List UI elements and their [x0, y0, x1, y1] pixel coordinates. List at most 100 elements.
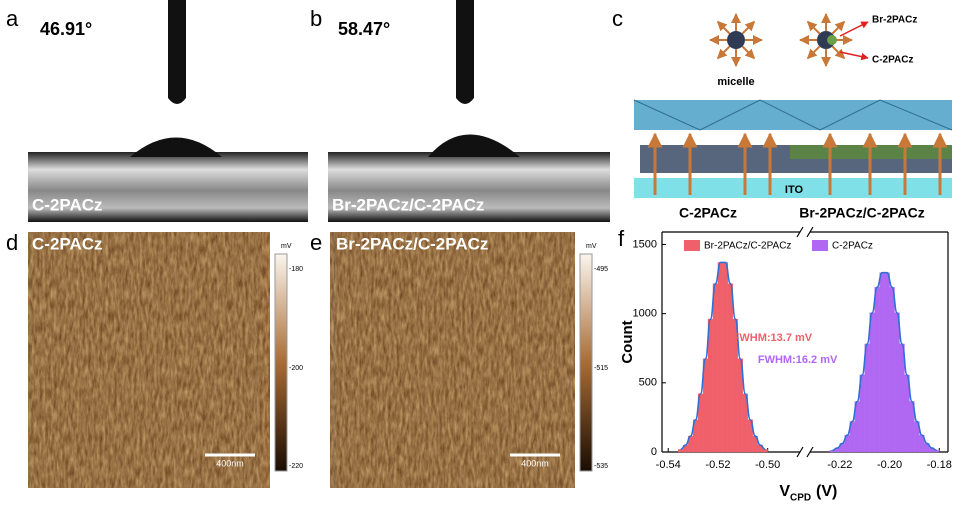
colorbar-label: -495 — [594, 266, 608, 273]
annotation: FWHM:16.2 mV — [758, 354, 838, 366]
legend-label: C-2PACz — [832, 241, 873, 252]
bar — [894, 312, 900, 453]
substrate — [328, 152, 610, 222]
carrier-arrows — [647, 132, 948, 195]
panel-f: f Count V CPD (V) 0 500 1000 1500 -0.54 -0.52… — [618, 226, 952, 504]
micelle-arm — [831, 20, 846, 35]
needle — [168, 0, 186, 104]
bar — [722, 262, 729, 453]
colorbar-unit: mV — [586, 243, 597, 250]
bar — [874, 287, 880, 453]
bar — [884, 272, 890, 453]
afm-map — [28, 232, 270, 488]
substrate — [28, 152, 308, 222]
perovskite — [634, 100, 952, 130]
bar — [712, 283, 719, 453]
micelle-br — [827, 35, 837, 45]
ito — [634, 178, 952, 198]
panel-label: c — [612, 6, 623, 31]
x-tick-label: -0.22 — [827, 459, 852, 471]
perovskite-lattice — [633, 99, 953, 131]
ito-label: ITO — [785, 184, 804, 196]
axis-break — [806, 226, 814, 238]
scale-label: 400nm — [521, 458, 549, 468]
bar — [934, 450, 940, 453]
panel-c: c micelle Br-2PACz C-2PACz ITO C-2PACz B… — [612, 6, 953, 221]
axis-break — [796, 446, 804, 458]
bar — [727, 283, 734, 453]
right-label: Br-2PACz/C-2PACz — [799, 205, 925, 221]
panel-d: d C-2PACz 400nm mV -180 -200 -220 — [6, 230, 303, 488]
micelle-core — [727, 31, 745, 49]
x-tick-label: -0.18 — [927, 459, 952, 471]
colorbar-label: -220 — [289, 463, 303, 470]
y-tick-label: 500 — [639, 377, 657, 389]
y-axis-label: Count — [619, 320, 636, 363]
colorbar-label: -515 — [594, 365, 608, 372]
colorbar-label: -535 — [594, 463, 608, 470]
legend-swatch — [684, 240, 700, 251]
sample-label: Br-2PACz/C-2PACz — [336, 234, 488, 253]
x-axis-label-unit: (V) — [816, 483, 837, 500]
panel-a: a 46.91° C-2PACz — [6, 0, 308, 222]
bar — [899, 343, 905, 453]
panel-e: e Br-2PACz/C-2PACz 400nm mV -495 -515 -5… — [310, 230, 608, 488]
micelle-arm — [831, 45, 846, 60]
x-tick-label: -0.20 — [877, 459, 902, 471]
bar — [864, 343, 870, 453]
left-label: C-2PACz — [679, 205, 737, 221]
micelle-arm — [806, 20, 821, 35]
bar — [869, 312, 875, 453]
sample-label: Br-2PACz/C-2PACz — [332, 195, 484, 214]
panel-label: b — [310, 6, 322, 31]
droplet — [130, 137, 222, 157]
micelle-arm — [716, 20, 731, 35]
x-axis-label: V — [779, 483, 790, 500]
x-tick-label: -0.54 — [656, 459, 681, 471]
micelle-arm — [741, 45, 756, 60]
y-tick-label: 0 — [651, 446, 657, 458]
arrow — [839, 21, 869, 37]
micelle-label: micelle — [717, 76, 754, 88]
panel-label: d — [6, 230, 18, 255]
bar — [889, 287, 895, 453]
x-tick-label: -0.50 — [755, 459, 780, 471]
axis-break — [796, 226, 804, 238]
droplet — [428, 134, 520, 157]
legend-label: Br-2PACz/C-2PACz — [704, 241, 791, 252]
micelle-arm — [716, 45, 731, 60]
micelle-arm — [806, 45, 821, 60]
panel-label: a — [6, 6, 19, 31]
bar — [717, 262, 724, 453]
annotation: FWHM:13.7 mV — [733, 332, 813, 344]
contact-angle: 58.47° — [338, 19, 390, 39]
needle — [456, 0, 474, 104]
colorbar — [579, 253, 593, 472]
y-tick-label: 1500 — [633, 238, 657, 250]
colorbar — [274, 253, 288, 472]
panel-b: b 58.47° Br-2PACz/C-2PACz — [310, 0, 610, 222]
micelles — [709, 13, 853, 67]
fit-curve — [832, 271, 937, 452]
micelle-arm — [741, 20, 756, 35]
axis-break — [806, 446, 814, 458]
colorbar-label: -200 — [289, 365, 303, 372]
y-tick-label: 1000 — [633, 308, 657, 320]
x-axis-label-sub: CPD — [790, 493, 811, 504]
bar — [879, 272, 885, 453]
afm-map — [330, 232, 575, 488]
panel-label: e — [310, 230, 322, 255]
fit-curve — [680, 261, 766, 451]
scale-label: 400nm — [216, 458, 244, 468]
sample-label: C-2PACz — [32, 195, 103, 214]
br-label: Br-2PACz — [872, 15, 917, 26]
legend-swatch — [812, 240, 828, 251]
colorbar-label: -180 — [289, 266, 303, 273]
x-tick-label: -0.52 — [705, 459, 730, 471]
contact-angle: 46.91° — [40, 19, 92, 39]
colorbar-unit: mV — [281, 243, 292, 250]
c-label: C-2PACz — [872, 55, 913, 66]
sample-label: C-2PACz — [32, 234, 103, 253]
